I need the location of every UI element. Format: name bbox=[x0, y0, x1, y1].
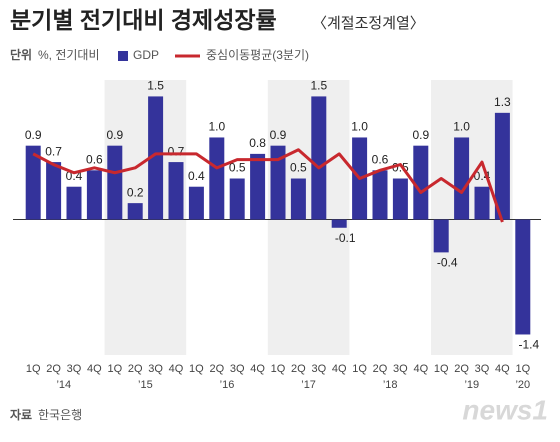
bar bbox=[454, 137, 470, 220]
x-tick-label: 2Q bbox=[373, 363, 388, 375]
bar bbox=[433, 219, 449, 253]
data-label: -1.4 bbox=[518, 338, 539, 352]
data-label: 0.5 bbox=[229, 161, 246, 175]
bar bbox=[290, 178, 306, 220]
data-label: 1.0 bbox=[453, 120, 470, 134]
x-tick-label: 2Q bbox=[291, 363, 306, 375]
bar bbox=[209, 137, 225, 220]
data-label: 0.9 bbox=[412, 128, 429, 142]
legend-label: 중심이동평균(3분기) bbox=[206, 48, 309, 62]
year-label: ’17 bbox=[301, 379, 316, 391]
data-label: 0.9 bbox=[106, 128, 123, 142]
x-tick-label: 1Q bbox=[271, 363, 286, 375]
x-tick-label: 3Q bbox=[311, 363, 326, 375]
data-label: -0.1 bbox=[335, 231, 356, 245]
unit-label: 단위 bbox=[10, 47, 32, 62]
x-tick-label: 4Q bbox=[495, 363, 510, 375]
data-label: -0.4 bbox=[437, 256, 458, 270]
x-tick-label: 3Q bbox=[475, 363, 490, 375]
x-tick-label: 4Q bbox=[169, 363, 184, 375]
bar bbox=[127, 203, 143, 220]
data-label: 1.5 bbox=[310, 79, 327, 93]
legend-label: GDP bbox=[133, 48, 159, 62]
bar bbox=[86, 170, 102, 220]
data-label: 0.6 bbox=[372, 152, 389, 166]
data-label: 0.8 bbox=[249, 136, 266, 150]
bar bbox=[168, 162, 184, 220]
data-label: 0.4 bbox=[188, 169, 205, 183]
data-label: 1.5 bbox=[147, 79, 164, 93]
chart-title: 분기별 전기대비 경제성장률 bbox=[10, 7, 277, 33]
unit: %, 전기대비 bbox=[38, 48, 100, 62]
bar bbox=[474, 186, 490, 220]
bar bbox=[331, 219, 347, 228]
bar bbox=[392, 178, 408, 220]
bar bbox=[148, 96, 164, 220]
x-tick-label: 4Q bbox=[87, 363, 102, 375]
data-label: 0.5 bbox=[290, 161, 307, 175]
x-tick-label: 2Q bbox=[46, 363, 61, 375]
data-label: 0.7 bbox=[45, 144, 62, 158]
data-label: 1.0 bbox=[351, 120, 368, 134]
bar bbox=[250, 153, 266, 220]
year-label: ’19 bbox=[464, 379, 479, 391]
logo: news1 bbox=[462, 394, 548, 425]
x-tick-label: 4Q bbox=[332, 363, 347, 375]
bar bbox=[66, 186, 82, 220]
year-label: ’15 bbox=[138, 379, 153, 391]
bar bbox=[107, 145, 123, 220]
x-tick-label: 3Q bbox=[67, 363, 82, 375]
bar bbox=[515, 219, 531, 335]
x-tick-label: 2Q bbox=[128, 363, 143, 375]
x-tick-label: 1Q bbox=[352, 363, 367, 375]
x-tick-label: 3Q bbox=[230, 363, 245, 375]
bar bbox=[413, 145, 429, 220]
x-tick-label: 2Q bbox=[209, 363, 224, 375]
year-label: ’20 bbox=[515, 379, 530, 391]
x-tick-label: 3Q bbox=[148, 363, 163, 375]
bar bbox=[188, 186, 204, 220]
x-tick-label: 1Q bbox=[26, 363, 41, 375]
bar bbox=[25, 145, 41, 220]
x-tick-label: 2Q bbox=[454, 363, 469, 375]
legend-swatch bbox=[118, 51, 128, 61]
bar bbox=[494, 112, 510, 220]
x-tick-label: 1Q bbox=[107, 363, 122, 375]
x-tick-label: 4Q bbox=[250, 363, 265, 375]
year-label: ’14 bbox=[56, 379, 71, 391]
bar bbox=[372, 170, 388, 220]
bar bbox=[311, 96, 327, 220]
data-label: 0.9 bbox=[270, 128, 287, 142]
x-tick-label: 4Q bbox=[413, 363, 428, 375]
bar bbox=[229, 178, 245, 220]
data-label: 0.7 bbox=[168, 144, 185, 158]
x-tick-label: 1Q bbox=[189, 363, 204, 375]
data-label: 0.6 bbox=[86, 152, 103, 166]
year-label: ’16 bbox=[220, 379, 235, 391]
x-tick-label: 3Q bbox=[393, 363, 408, 375]
x-tick-label: 1Q bbox=[515, 363, 530, 375]
bar bbox=[270, 145, 286, 220]
data-label: 1.0 bbox=[208, 120, 225, 134]
data-label: 1.3 bbox=[494, 95, 511, 109]
year-label: ’18 bbox=[383, 379, 398, 391]
chart-subtitle: 〈계절조정계열〉 bbox=[312, 15, 425, 32]
line bbox=[32, 148, 504, 223]
data-label: 0.2 bbox=[127, 185, 144, 199]
bar bbox=[46, 162, 62, 220]
source-label: 자료 bbox=[10, 407, 32, 422]
data-label: 0.9 bbox=[25, 128, 42, 142]
source: 한국은행 bbox=[38, 407, 82, 422]
x-tick-label: 1Q bbox=[434, 363, 449, 375]
